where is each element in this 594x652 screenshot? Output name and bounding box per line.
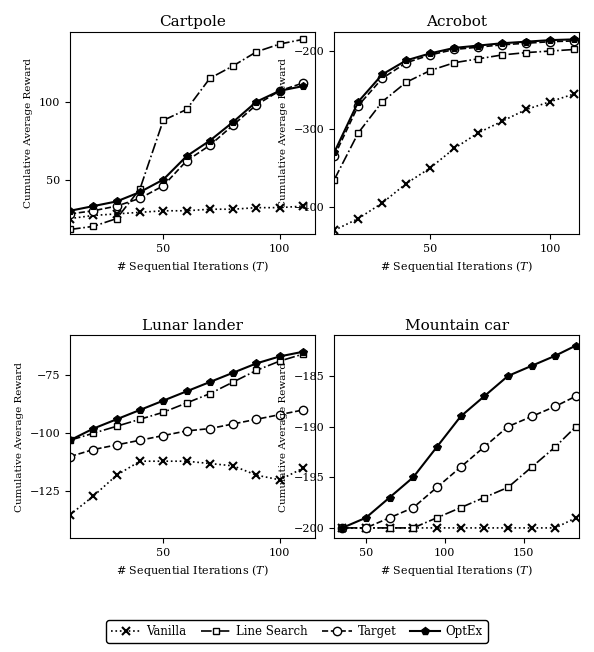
X-axis label: # Sequential Iterations ($T$): # Sequential Iterations ($T$): [116, 259, 268, 274]
Title: Acrobot: Acrobot: [426, 15, 487, 29]
Y-axis label: Cumulative Average Reward: Cumulative Average Reward: [279, 58, 288, 208]
Y-axis label: Cumulative Average Reward: Cumulative Average Reward: [24, 58, 33, 208]
Title: Lunar lander: Lunar lander: [142, 319, 243, 333]
Y-axis label: Cumulative Average Reward: Cumulative Average Reward: [15, 362, 24, 512]
Title: Cartpole: Cartpole: [159, 15, 226, 29]
X-axis label: # Sequential Iterations ($T$): # Sequential Iterations ($T$): [380, 259, 533, 274]
Legend: Vanilla, Line Search, Target, OptEx: Vanilla, Line Search, Target, OptEx: [106, 621, 488, 643]
X-axis label: # Sequential Iterations ($T$): # Sequential Iterations ($T$): [116, 563, 268, 578]
X-axis label: # Sequential Iterations ($T$): # Sequential Iterations ($T$): [380, 563, 533, 578]
Title: Mountain car: Mountain car: [405, 319, 508, 333]
Y-axis label: Cumulative Average Reward: Cumulative Average Reward: [279, 362, 288, 512]
